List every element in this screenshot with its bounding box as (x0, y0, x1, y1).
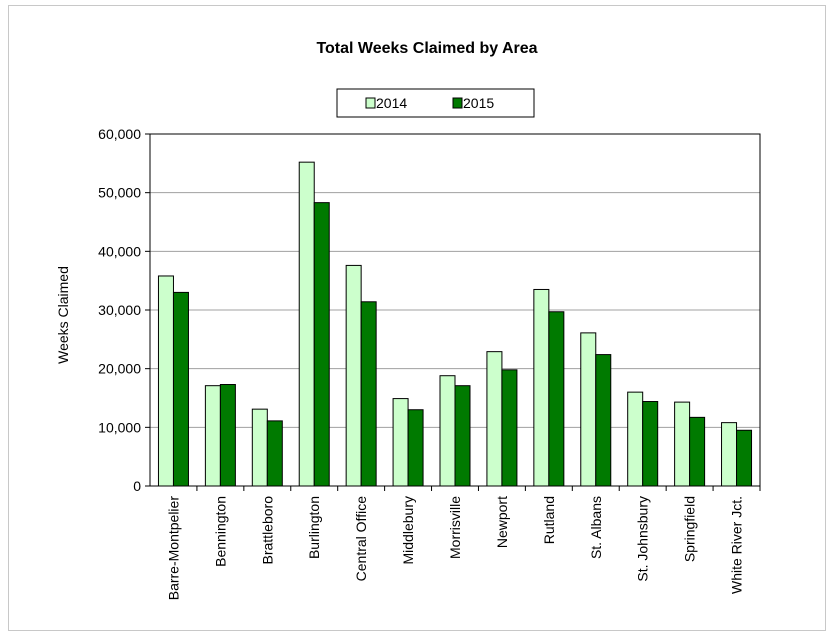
bar-2014 (204, 385, 221, 487)
x-tick-label: Morrisville (447, 496, 463, 559)
x-tick-label: White River Jct. (729, 496, 745, 594)
x-tick-labels: Barre-Montpelier Bennington Brattleboro Bur… (165, 496, 744, 601)
bar-2015 (736, 429, 753, 487)
bar-2014 (486, 351, 503, 487)
y-tick-label: 50,000 (98, 185, 141, 201)
bar-2014 (533, 288, 550, 487)
axes (145, 133, 761, 491)
bar-2015 (266, 420, 283, 487)
legend: 2014 2015 (336, 88, 535, 118)
bar-2014 (580, 332, 597, 487)
bar-2015 (501, 369, 518, 487)
x-tick-label: Rutland (541, 496, 557, 544)
y-axis-label: Weeks Claimed (55, 266, 71, 364)
plot-area (149, 133, 761, 487)
bar-2014 (439, 375, 456, 487)
bar-2015 (313, 202, 330, 487)
y-tick-label: 40,000 (98, 243, 141, 259)
y-tick-labels: 0 10,000 20,000 30,000 40,000 50,000 60,000 (98, 126, 141, 494)
bars (157, 161, 753, 487)
bar-2015 (360, 301, 377, 487)
y-tick-label: 10,000 (98, 419, 141, 435)
y-tick-label: 30,000 (98, 302, 141, 318)
y-tick-label: 0 (133, 478, 141, 494)
bar-2015 (172, 291, 189, 487)
chart-title: Total Weeks Claimed by Area (316, 40, 537, 57)
bar-2015 (454, 385, 471, 487)
bar-2015 (219, 384, 236, 487)
bar-2015 (689, 416, 706, 487)
bar-2014 (721, 422, 738, 487)
x-tick-label: Springfield (682, 496, 698, 562)
x-tick-label: St. Albans (588, 496, 604, 559)
x-tick-label: Burlington (306, 496, 322, 559)
x-tick-label: Barre-Montpelier (165, 496, 181, 601)
bar-2014 (627, 391, 644, 487)
bar-2015 (642, 401, 659, 487)
bar-2014 (345, 264, 362, 487)
y-tick-label: 60,000 (98, 126, 141, 142)
x-tick-label: Central Office (353, 496, 369, 582)
bar-2015 (407, 409, 424, 487)
x-tick-label: Newport (494, 496, 510, 548)
bar-2014 (674, 401, 691, 487)
bar-2014 (157, 275, 174, 487)
legend-swatch-2015 (452, 97, 463, 109)
x-tick-label: Middlebury (400, 496, 416, 564)
x-tick-label: Brattleboro (259, 496, 275, 565)
legend-label-2015: 2015 (463, 95, 494, 111)
bar-2014 (251, 408, 268, 487)
y-tick-label: 20,000 (98, 361, 141, 377)
bar-2014 (392, 398, 409, 487)
x-tick-label: St. Johnsbury (635, 496, 651, 582)
bar-2014 (298, 161, 315, 487)
legend-swatch-2014 (365, 97, 376, 109)
bar-2015 (548, 311, 565, 487)
legend-label-2014: 2014 (376, 95, 407, 111)
bar-2015 (595, 354, 612, 487)
x-tick-label: Bennington (212, 496, 228, 567)
